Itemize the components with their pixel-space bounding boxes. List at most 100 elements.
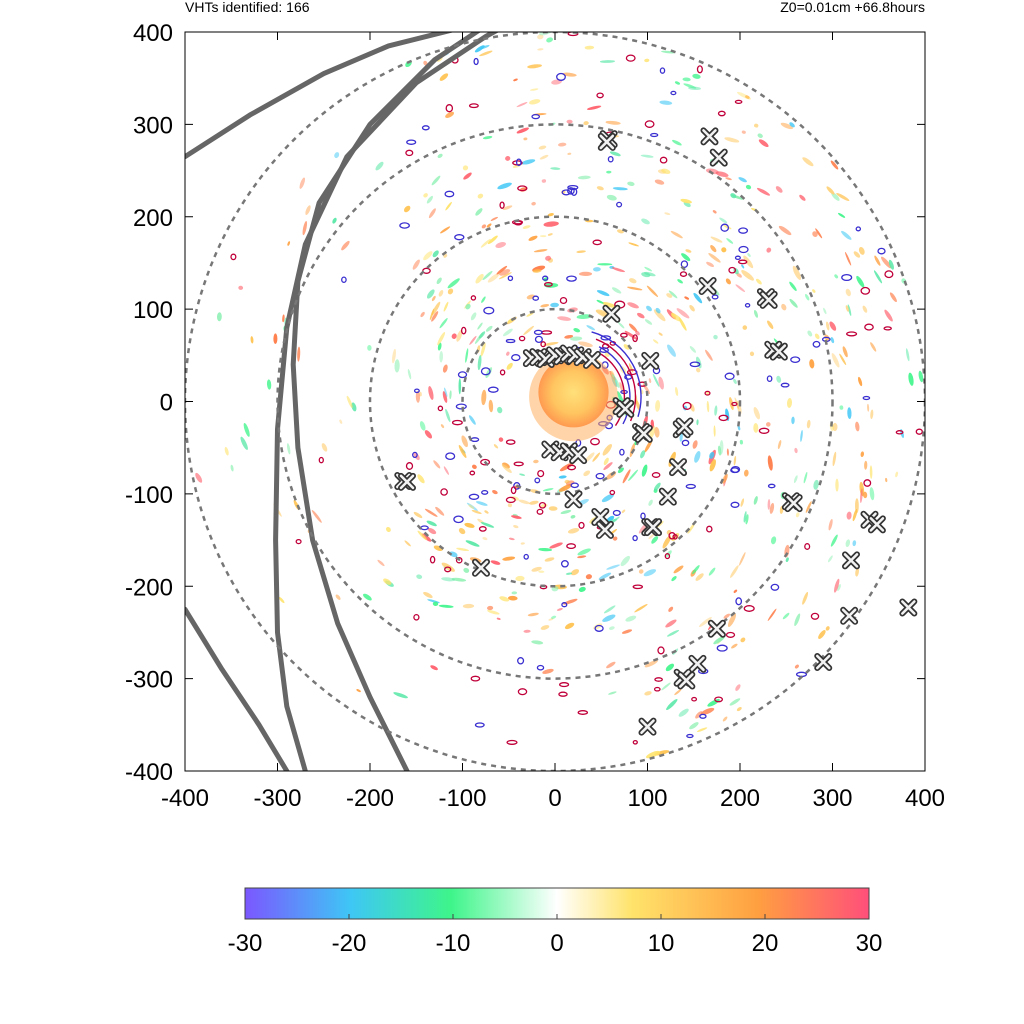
field-streak bbox=[520, 542, 525, 545]
field-streak bbox=[603, 457, 609, 466]
field-streak bbox=[713, 636, 725, 645]
field-streak bbox=[794, 613, 801, 627]
field-streak bbox=[778, 225, 792, 236]
contour-loop bbox=[505, 338, 516, 344]
contour-loop bbox=[609, 489, 616, 496]
field-streak bbox=[493, 444, 499, 449]
contour-loop bbox=[506, 739, 518, 745]
contour-loop bbox=[883, 326, 892, 331]
field-streak bbox=[705, 168, 719, 175]
field-streak bbox=[678, 708, 689, 717]
contour-loop bbox=[507, 275, 514, 282]
field-streak bbox=[621, 509, 626, 514]
vht-marker-fill bbox=[593, 509, 608, 525]
field-streak bbox=[617, 467, 624, 474]
contour-loop bbox=[706, 525, 713, 533]
contour-loop bbox=[689, 361, 701, 368]
field-streak bbox=[757, 133, 763, 138]
field-streak bbox=[721, 247, 727, 253]
field-streak bbox=[855, 567, 860, 577]
field-streak bbox=[445, 408, 451, 423]
field-streak bbox=[335, 594, 341, 600]
field-streak bbox=[862, 305, 868, 313]
track-line-0 bbox=[185, 32, 455, 160]
colorbar-tick-label: 30 bbox=[856, 930, 883, 957]
field-streak bbox=[845, 305, 849, 312]
field-streak bbox=[412, 259, 420, 270]
vht-marker-fill bbox=[570, 447, 586, 463]
field-streak bbox=[666, 629, 680, 637]
field-streak bbox=[438, 604, 454, 608]
field-streak bbox=[715, 171, 729, 178]
field-streak bbox=[700, 707, 715, 715]
field-streak bbox=[464, 522, 475, 528]
contour-loop bbox=[680, 260, 689, 269]
field-streak bbox=[646, 750, 661, 759]
field-streak bbox=[546, 37, 553, 43]
field-streak bbox=[481, 389, 487, 406]
vht-marker bbox=[677, 671, 696, 690]
field-streak bbox=[674, 689, 682, 696]
field-streak bbox=[533, 249, 548, 253]
field-streak bbox=[477, 322, 483, 330]
vorticity-field bbox=[195, 32, 924, 759]
field-streak bbox=[869, 487, 875, 501]
field-streak bbox=[725, 177, 732, 181]
vht-marker bbox=[595, 520, 614, 539]
field-streak bbox=[468, 415, 476, 425]
field-streak bbox=[404, 205, 411, 213]
y-tick-label: 300 bbox=[133, 112, 173, 139]
field-streak bbox=[423, 193, 428, 198]
field-streak bbox=[531, 201, 536, 206]
field-streak bbox=[693, 292, 703, 304]
field-streak bbox=[839, 353, 847, 366]
field-streak bbox=[475, 501, 488, 506]
field-streak bbox=[465, 540, 480, 547]
field-streak bbox=[531, 640, 544, 645]
contour-loop bbox=[510, 486, 517, 495]
field-streak bbox=[662, 535, 672, 549]
field-streak bbox=[777, 439, 782, 450]
field-streak bbox=[545, 255, 552, 261]
vht-marker bbox=[591, 507, 610, 526]
contour-loop bbox=[596, 92, 604, 99]
field-streak bbox=[216, 312, 222, 322]
contour-loop bbox=[543, 281, 553, 287]
field-streak bbox=[538, 547, 553, 552]
field-streak bbox=[733, 455, 737, 466]
field-streak bbox=[195, 472, 203, 483]
field-streak bbox=[740, 637, 746, 643]
field-streak bbox=[644, 58, 650, 63]
field-streak bbox=[689, 722, 699, 730]
field-streak bbox=[585, 574, 592, 580]
field-streak bbox=[736, 400, 742, 415]
vht-marker bbox=[634, 424, 653, 443]
field-streak bbox=[556, 607, 563, 611]
contour-loop bbox=[470, 295, 477, 301]
vht-marker bbox=[700, 127, 719, 146]
field-streak bbox=[297, 346, 301, 362]
field-streak bbox=[511, 515, 522, 519]
field-streak bbox=[709, 459, 716, 472]
field-streak bbox=[583, 470, 591, 477]
range-ring-100 bbox=[461, 307, 649, 496]
x-tick-label: 300 bbox=[812, 785, 852, 812]
vht-marker bbox=[644, 518, 663, 537]
field-streak bbox=[598, 572, 612, 580]
field-streak bbox=[839, 405, 844, 410]
contour-loop bbox=[594, 624, 604, 632]
field-streak bbox=[818, 630, 826, 639]
contour-loop bbox=[812, 340, 821, 348]
field-streak bbox=[469, 335, 477, 345]
field-streak bbox=[601, 493, 614, 503]
field-streak bbox=[648, 499, 653, 506]
field-streak bbox=[578, 586, 586, 592]
field-streak bbox=[661, 50, 675, 54]
field-streak bbox=[407, 368, 412, 380]
contour-loop bbox=[473, 57, 479, 66]
field-streak bbox=[547, 233, 553, 236]
field-streak bbox=[707, 698, 720, 707]
field-streak bbox=[881, 256, 892, 269]
contour-loop bbox=[804, 543, 811, 550]
